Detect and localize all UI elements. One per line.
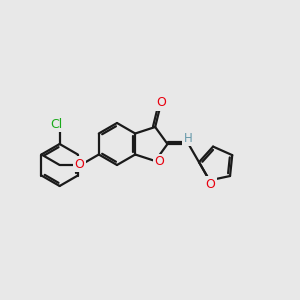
Text: O: O	[156, 96, 166, 109]
Text: Cl: Cl	[50, 118, 63, 130]
Text: O: O	[154, 155, 164, 169]
Text: O: O	[75, 158, 85, 170]
Text: H: H	[184, 131, 193, 145]
Text: O: O	[206, 178, 215, 191]
